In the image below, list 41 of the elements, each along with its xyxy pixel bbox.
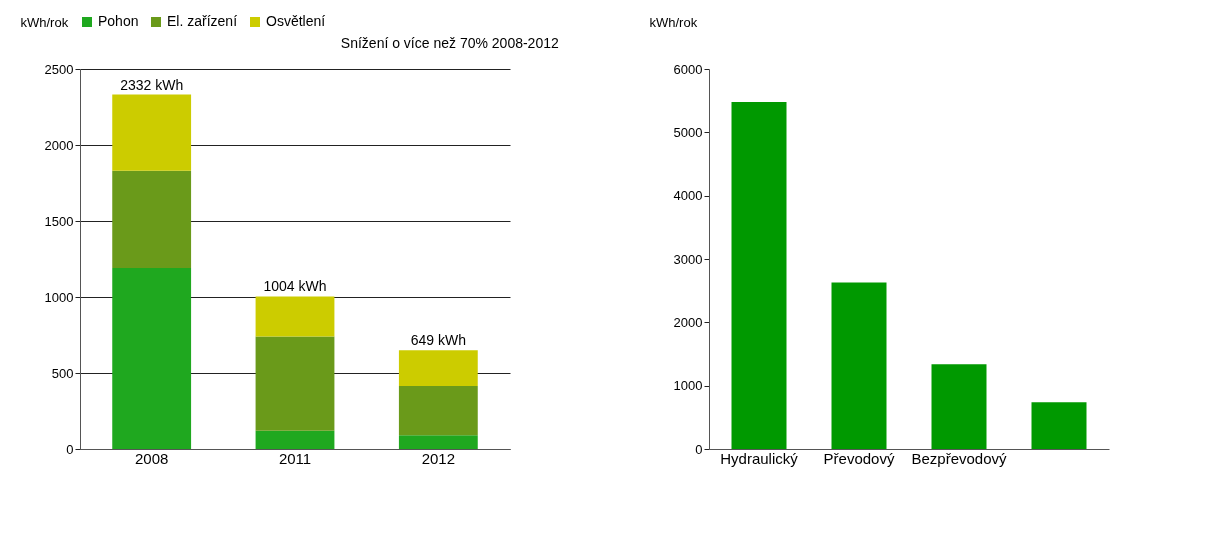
x-tick-label: 2012	[421, 449, 456, 467]
bar	[112, 170, 192, 269]
bar	[931, 364, 987, 449]
y-tick-label: 0	[695, 441, 703, 457]
bar	[255, 296, 335, 337]
bar	[255, 430, 335, 449]
bar	[255, 336, 335, 431]
total-label: 2332 kWh	[120, 76, 184, 93]
bar	[398, 385, 478, 436]
y-axis-title: kWh/rok	[649, 14, 698, 30]
y-tick-label: 0	[66, 441, 74, 457]
bar	[831, 282, 887, 449]
y-tick-label: 1000	[673, 378, 703, 394]
bar	[112, 94, 192, 171]
legend-label: Osvětlení	[266, 13, 326, 29]
bar	[398, 350, 478, 386]
x-tick-label: 2008	[134, 449, 169, 467]
y-tick-label: 4000	[673, 188, 703, 204]
bar	[112, 268, 192, 449]
x-tick-label: Převodový	[823, 449, 895, 467]
y-tick-label: 5000	[673, 124, 703, 140]
text: Snížení o více než 70% 2008-2012	[340, 35, 559, 51]
bar	[398, 435, 478, 449]
y-axis-title: kWh/rok	[20, 14, 69, 30]
x-tick-label: Bezpřevodový	[911, 449, 1008, 467]
y-tick-label: 1500	[44, 213, 74, 229]
y-tick-label: 1000	[44, 289, 74, 305]
y-tick-label: 2000	[44, 137, 74, 153]
total-label: 1004 kWh	[263, 278, 327, 295]
y-tick-label: 500	[51, 365, 74, 381]
total-label: 649 kWh	[410, 332, 466, 349]
y-tick-label: 2500	[44, 61, 74, 77]
legend-label: Pohon	[98, 13, 139, 29]
x-tick-label: 2011	[278, 449, 312, 467]
y-tick-label: 3000	[673, 251, 703, 267]
legend-label: El. zařízení	[167, 13, 238, 29]
y-tick-label: 2000	[673, 314, 703, 330]
bar	[1031, 402, 1087, 449]
x-tick-label: Hydraulický	[720, 449, 799, 467]
y-tick-label: 6000	[673, 61, 703, 77]
bar	[731, 101, 787, 449]
